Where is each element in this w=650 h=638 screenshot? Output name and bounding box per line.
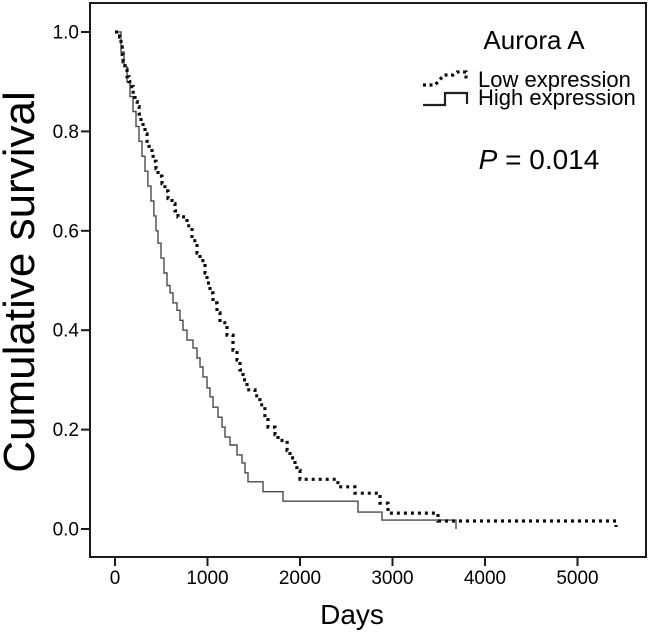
x-tick-label: 3000 (371, 568, 413, 589)
legend-item-high: High expression (423, 85, 636, 110)
y-tick-label: 0.4 (53, 321, 80, 342)
x-tick-label: 5000 (556, 568, 598, 589)
p-value-number: = 0.014 (497, 144, 599, 175)
x-axis-ticks: 0 1000 2000 3000 4000 5000 (110, 557, 599, 589)
p-value: P = 0.014 (479, 144, 600, 175)
chart-title: Aurora A (483, 25, 585, 55)
p-value-symbol: P (479, 144, 498, 175)
high-expression-line-icon (423, 91, 469, 107)
legend-label-low: Low expression (478, 67, 631, 92)
y-tick-label: 0.6 (53, 221, 79, 242)
y-axis-ticks: 1.0 0.8 0.6 0.4 0.2 0.0 (53, 23, 90, 541)
y-axis-title: Cumulative survival (0, 91, 44, 472)
legend: Low expression High expression (423, 67, 636, 110)
x-tick-label: 1000 (186, 568, 228, 589)
x-tick-label: 0 (110, 568, 121, 589)
legend-label-high: High expression (478, 85, 636, 110)
high-expression-curve (115, 31, 457, 529)
low-expression-curve (115, 30, 618, 527)
low-expression-line-icon (423, 70, 468, 87)
plot-area (89, 2, 647, 558)
y-tick-label: 0.0 (53, 520, 79, 541)
legend-item-low: Low expression (423, 67, 631, 92)
x-tick-label: 4000 (464, 568, 506, 589)
y-tick-label: 0.2 (53, 420, 79, 441)
x-axis-title: Days (320, 599, 384, 630)
x-tick-label: 2000 (279, 568, 321, 589)
y-tick-label: 1.0 (53, 23, 79, 44)
y-tick-label: 0.8 (53, 122, 79, 143)
